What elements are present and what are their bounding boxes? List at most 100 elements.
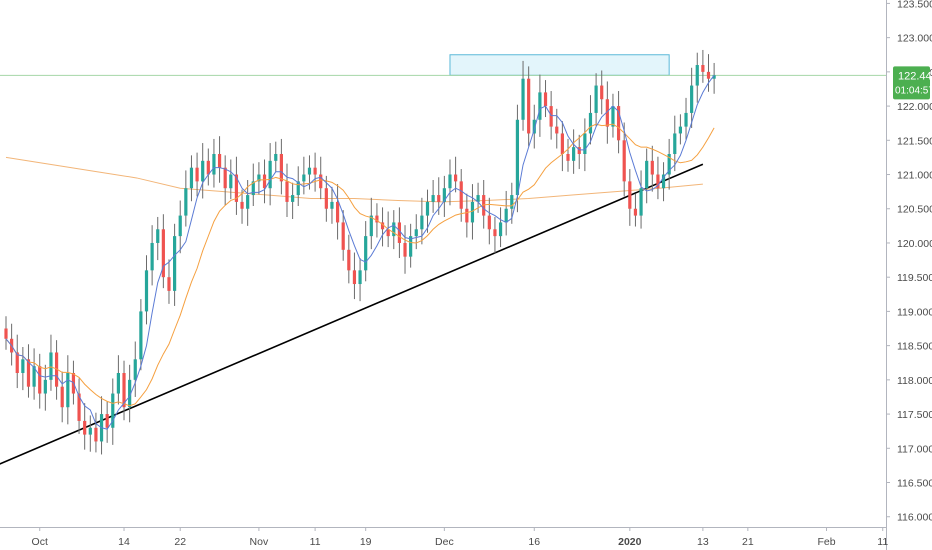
candle-body	[88, 427, 92, 435]
candle-body	[639, 188, 643, 216]
candle-body	[577, 147, 581, 154]
candle-body	[324, 188, 328, 209]
candle-body	[594, 85, 598, 113]
price-tick-label: 122.000	[897, 101, 932, 113]
candle-body	[313, 167, 317, 175]
candle-body	[268, 160, 272, 189]
candle-body	[184, 188, 188, 216]
ma-long-line	[5, 156, 703, 203]
candle-body	[380, 222, 385, 230]
candle-body	[229, 174, 233, 189]
candle-body	[616, 106, 621, 141]
candle-body	[442, 188, 446, 202]
plot-area[interactable]	[0, 49, 886, 476]
candle-body	[588, 112, 593, 134]
price-tick-label: 123.500	[897, 0, 932, 10]
candle-body	[425, 201, 430, 216]
price-tick-label: 118.500	[897, 341, 932, 353]
candle-body	[566, 153, 570, 161]
candle-body	[156, 229, 160, 243]
candle-body	[532, 119, 536, 134]
candle-body	[167, 277, 171, 291]
candle-body	[49, 352, 53, 380]
candle-body	[431, 195, 435, 202]
candle-body	[386, 229, 390, 237]
time-tick-label: 19	[360, 536, 372, 548]
candle-body	[302, 174, 306, 182]
candle-body	[296, 181, 300, 196]
candle-body	[515, 119, 520, 196]
candle-body	[21, 359, 25, 374]
candle-body	[706, 71, 711, 79]
candle-body	[583, 133, 587, 154]
candle-body	[161, 229, 165, 278]
candle-body	[364, 236, 368, 271]
candle-body	[285, 181, 289, 202]
candle-body	[555, 126, 559, 134]
candle-body	[600, 85, 604, 100]
candle-body	[605, 99, 609, 127]
last-price-label-bg	[893, 66, 930, 100]
candle-body	[206, 160, 210, 175]
candle-body	[397, 222, 401, 243]
price-tick-label: 120.000	[897, 238, 932, 250]
candle-body	[291, 195, 295, 202]
candle-body	[504, 208, 508, 223]
candle-body	[521, 78, 525, 120]
time-tick-label: 2020	[618, 536, 642, 548]
candle-body	[144, 270, 149, 312]
candle-body	[60, 386, 64, 408]
candle-body	[195, 167, 199, 182]
candle-body	[549, 106, 553, 127]
candle-body	[650, 160, 654, 175]
candle-body	[448, 174, 452, 189]
candle-body	[105, 414, 109, 428]
candle-body	[246, 195, 250, 209]
candle-body	[189, 167, 194, 189]
candle-body	[116, 373, 120, 394]
candle-body	[414, 229, 418, 237]
candle-body	[38, 366, 42, 394]
candle-body	[133, 359, 137, 380]
time-tick-label: 14	[118, 536, 130, 548]
candle-body	[661, 174, 666, 189]
candle-body	[150, 242, 154, 271]
price-tick-label: 119.000	[897, 306, 932, 318]
candle-body	[173, 236, 177, 291]
price-tick-label: 116.500	[897, 478, 932, 490]
candle-body	[54, 352, 59, 387]
time-tick-label: Feb	[817, 536, 835, 548]
time-axis[interactable]: Oct 14 22 Nov 11 19 Dec 16 2020 13 21 Feb 11	[32, 527, 889, 548]
candle-body	[201, 160, 205, 182]
candle-body	[122, 373, 126, 408]
candle-body	[352, 270, 357, 285]
candle-body	[493, 229, 497, 237]
support-trendline	[0, 163, 704, 465]
candle-body	[111, 393, 115, 428]
candle-body	[279, 153, 283, 182]
candle-body	[347, 249, 351, 271]
time-tick-label: 16	[528, 536, 540, 548]
candle-body	[667, 153, 671, 175]
candle-body	[560, 133, 564, 154]
candle-body	[307, 167, 312, 175]
candle-body	[83, 420, 87, 435]
candle-body	[420, 215, 424, 230]
candle-body	[77, 393, 81, 421]
candle-body	[128, 379, 132, 408]
candle-body	[543, 92, 548, 107]
candle-body	[335, 201, 340, 223]
candle-body	[251, 181, 255, 196]
candle-body	[409, 236, 413, 257]
candle-body	[212, 153, 216, 175]
candle-body	[369, 215, 373, 237]
candle-body	[622, 140, 626, 182]
candle-body	[470, 201, 475, 223]
candle-body	[15, 352, 19, 374]
time-tick-label: Dec	[435, 536, 454, 548]
candle-body	[487, 215, 491, 230]
last-price-marker: 122.448 01:04:57	[893, 66, 932, 100]
candle-body	[695, 65, 699, 86]
